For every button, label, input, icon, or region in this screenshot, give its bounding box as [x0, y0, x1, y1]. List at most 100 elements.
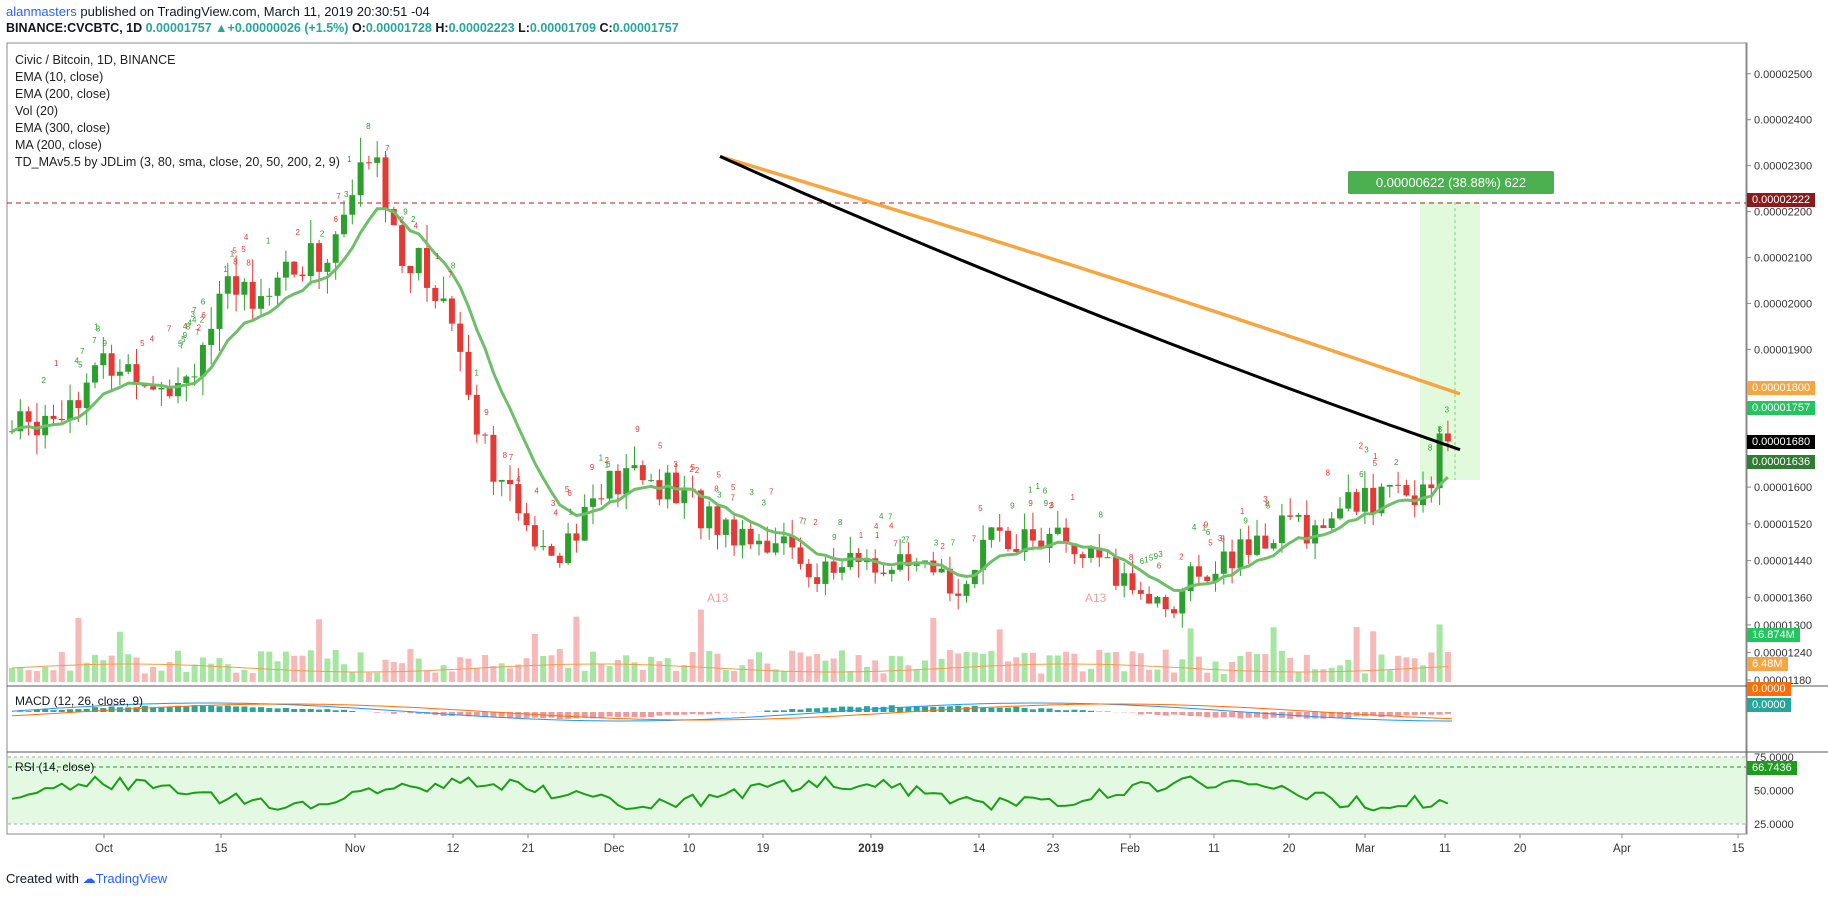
macd-bar: [1245, 712, 1252, 718]
indicator-legend: Civic / Bitcoin, 1D, BINANCE EMA (10, cl…: [15, 52, 340, 171]
legend-ema200[interactable]: EMA (200, close): [15, 87, 111, 101]
volume-bar: [183, 671, 190, 682]
macd-bar: [1270, 712, 1277, 718]
macd-bar: [1378, 712, 1385, 718]
td-count: 8: [186, 323, 191, 332]
td-count: 2: [41, 376, 46, 385]
rsi-legend[interactable]: RSI (14, close): [15, 760, 95, 774]
macd-bar: [872, 707, 879, 712]
td-count: 7: [951, 539, 956, 548]
macd-bar: [274, 708, 281, 712]
volume-bar: [1245, 651, 1252, 682]
volume-bar: [930, 617, 937, 682]
volume-bar: [639, 669, 646, 682]
td-count: 5: [232, 246, 237, 255]
td-count: 8: [366, 122, 371, 131]
volume-bar: [880, 673, 887, 682]
td-count: 6: [201, 311, 206, 320]
volume-bar: [656, 661, 663, 682]
volume-bar: [1370, 631, 1377, 682]
td-count: 8: [1428, 444, 1433, 453]
macd-bar: [465, 712, 472, 717]
legend-td[interactable]: TD_MAv5.5 by JDLim (3, 80, sma, close, 2…: [15, 155, 340, 169]
legend-ema10[interactable]: EMA (10, close): [15, 70, 104, 84]
macd-bar: [1428, 712, 1435, 715]
volume-bar: [1162, 649, 1169, 682]
td-count: 7: [888, 512, 893, 521]
time-tick-label: 2019: [858, 843, 884, 855]
macd-bar: [922, 706, 928, 712]
volume-bar: [631, 662, 638, 682]
macd-bar: [150, 707, 157, 712]
candle-body: [556, 555, 563, 563]
high-value: 0.00002223: [448, 21, 515, 35]
legend-ma200[interactable]: MA (200, close): [15, 138, 102, 152]
macd-bar: [1337, 712, 1343, 719]
td-count: 7: [192, 306, 197, 315]
macd-legend[interactable]: MACD (12, 26, close, 9): [15, 694, 144, 708]
macd-bar: [233, 706, 240, 712]
volume-bar: [1312, 669, 1319, 682]
volume-bar: [897, 656, 904, 682]
td-count: 9: [403, 208, 408, 217]
candle-body: [249, 281, 256, 309]
up-arrow-icon: ▲: [215, 21, 228, 35]
volume-bar: [274, 661, 281, 682]
price-tick-label: 0.00001600: [1754, 482, 1812, 494]
td-count: 8: [1129, 553, 1134, 562]
volume-bar: [199, 657, 206, 682]
td-count: 1: [1202, 524, 1207, 533]
candle-body: [756, 540, 762, 545]
volume-bar: [1013, 657, 1020, 682]
candle-body: [457, 323, 464, 352]
candle-body: [67, 400, 74, 421]
candle-body: [606, 470, 613, 499]
candle-body: [905, 554, 912, 566]
candle-body: [681, 488, 688, 504]
macd-bar: [664, 712, 671, 715]
volume-bar: [1378, 654, 1385, 682]
candle-body: [1378, 486, 1385, 514]
volume-bar: [365, 672, 372, 682]
legend-ema300[interactable]: EMA (300, close): [15, 121, 111, 135]
candle-body: [141, 384, 148, 387]
candle-body: [1129, 573, 1136, 591]
volume-bar: [1063, 651, 1070, 682]
volume-bar: [905, 665, 912, 682]
volume-bar: [1021, 652, 1028, 682]
candle-body: [1403, 485, 1410, 496]
td-count: 2: [1359, 441, 1364, 450]
legend-volume[interactable]: Vol (20): [15, 104, 59, 118]
volume-bar: [1411, 658, 1418, 682]
candle-body: [415, 248, 422, 274]
td-count: 3: [96, 325, 101, 334]
price-tick-label: 0.00001900: [1754, 344, 1812, 356]
candle-body: [216, 293, 223, 329]
candle-body: [880, 572, 887, 574]
macd-bar: [731, 712, 738, 713]
macd-bar: [623, 712, 630, 717]
tradingview-link[interactable]: TradingView: [95, 871, 168, 886]
volume-bar: [780, 671, 787, 682]
candle-body: [1212, 573, 1219, 582]
macd-bar: [50, 710, 57, 712]
candle-body: [1337, 508, 1343, 519]
candle-body: [855, 552, 862, 563]
td-count: 8: [838, 518, 843, 527]
author-link[interactable]: alanmasters: [6, 4, 77, 19]
macd-bar: [938, 706, 945, 712]
volume-bar: [208, 663, 215, 682]
volume-bar: [946, 650, 953, 682]
candle-body: [996, 527, 1003, 531]
candle-body: [175, 382, 181, 397]
volume-bar: [1328, 667, 1335, 682]
macd-bar: [1063, 710, 1070, 712]
candle-body: [258, 296, 264, 309]
macd-bar: [1204, 712, 1211, 718]
macd-bar: [581, 712, 588, 718]
td-count: 1: [435, 252, 440, 261]
macd-bar: [390, 712, 397, 714]
tradingview-logo-icon: ☁: [82, 871, 96, 886]
macd-bar: [905, 706, 912, 712]
